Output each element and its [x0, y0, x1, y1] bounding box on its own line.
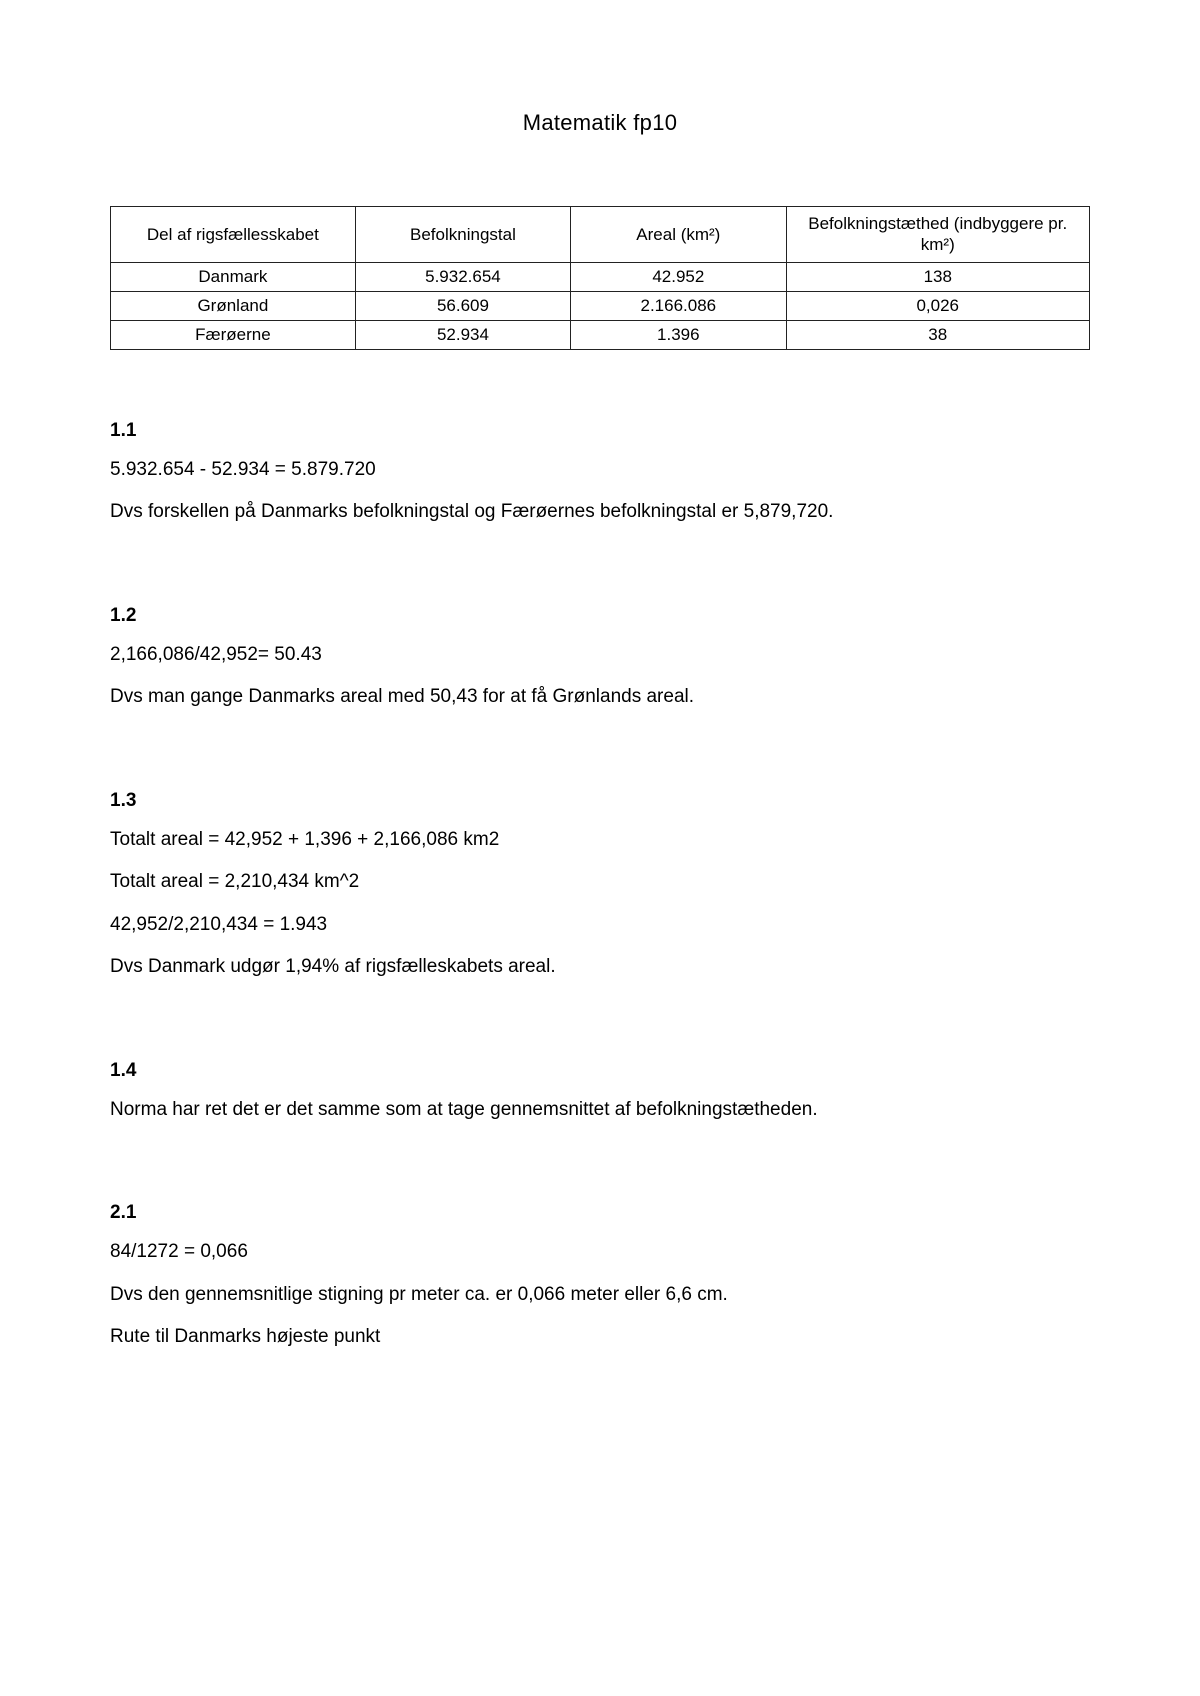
paragraph: Dvs den gennemsnitlige stigning pr meter… — [110, 1281, 1090, 1310]
table-header-row: Del af rigsfællesskabet Befolkningstal A… — [111, 207, 1090, 263]
paragraph: Totalt areal = 42,952 + 1,396 + 2,166,08… — [110, 826, 1090, 855]
cell-density: 0,026 — [786, 291, 1090, 320]
table-row: Danmark 5.932.654 42.952 138 — [111, 262, 1090, 291]
cell-region: Danmark — [111, 262, 356, 291]
paragraph: 42,952/2,210,434 = 1.943 — [110, 911, 1090, 940]
paragraph: 2,166,086/42,952= 50.43 — [110, 641, 1090, 670]
paragraph: Dvs forskellen på Danmarks befolkningsta… — [110, 498, 1090, 527]
paragraph: 84/1272 = 0,066 — [110, 1238, 1090, 1267]
paragraph: Norma har ret det er det samme som at ta… — [110, 1096, 1090, 1125]
th-density: Befolkningstæthed (indbyggere pr. km²) — [786, 207, 1090, 263]
table-row: Færøerne 52.934 1.396 38 — [111, 320, 1090, 349]
cell-area: 42.952 — [571, 262, 786, 291]
table-row: Grønland 56.609 2.166.086 0,026 — [111, 291, 1090, 320]
paragraph: Dvs man gange Danmarks areal med 50,43 f… — [110, 683, 1090, 712]
cell-density: 38 — [786, 320, 1090, 349]
th-region: Del af rigsfællesskabet — [111, 207, 356, 263]
section-heading: 1.2 — [110, 605, 1090, 627]
section-heading: 1.1 — [110, 420, 1090, 442]
page-title: Matematik fp10 — [110, 110, 1090, 136]
section-heading: 1.3 — [110, 790, 1090, 812]
paragraph: Dvs Danmark udgør 1,94% af rigsfælleskab… — [110, 953, 1090, 982]
section-heading: 1.4 — [110, 1060, 1090, 1082]
section-heading: 2.1 — [110, 1202, 1090, 1224]
cell-region: Færøerne — [111, 320, 356, 349]
cell-area: 1.396 — [571, 320, 786, 349]
paragraph: Totalt areal = 2,210,434 km^2 — [110, 868, 1090, 897]
population-table: Del af rigsfællesskabet Befolkningstal A… — [110, 206, 1090, 350]
cell-population: 56.609 — [355, 291, 570, 320]
paragraph: 5.932.654 - 52.934 = 5.879.720 — [110, 456, 1090, 485]
cell-density: 138 — [786, 262, 1090, 291]
th-population: Befolkningstal — [355, 207, 570, 263]
cell-population: 52.934 — [355, 320, 570, 349]
cell-region: Grønland — [111, 291, 356, 320]
th-area: Areal (km²) — [571, 207, 786, 263]
cell-area: 2.166.086 — [571, 291, 786, 320]
paragraph: Rute til Danmarks højeste punkt — [110, 1323, 1090, 1352]
cell-population: 5.932.654 — [355, 262, 570, 291]
document-page: Matematik fp10 Del af rigsfællesskabet B… — [0, 0, 1200, 1696]
